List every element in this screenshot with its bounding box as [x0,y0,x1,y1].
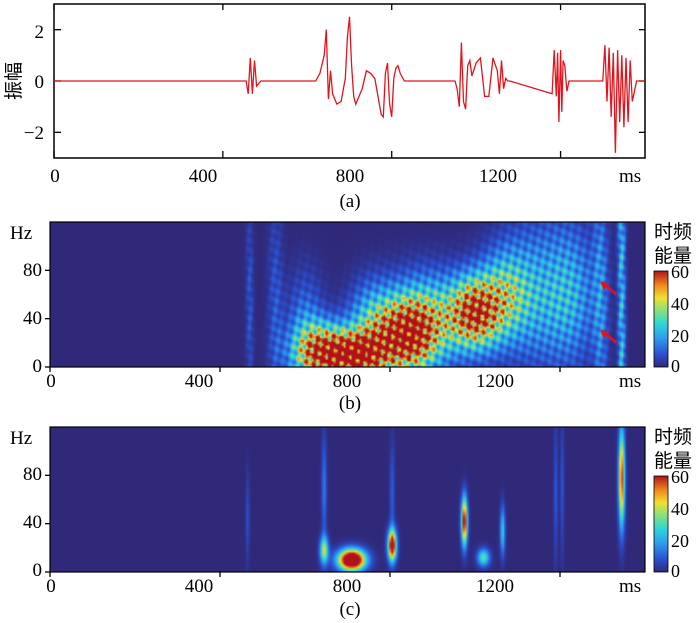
panel-c-xtick-label-1: 400 [185,576,214,597]
panel-c-colorbar-tick-1: 40 [671,499,689,519]
panel-b-colorbar-tick-0: 60 [671,262,689,282]
panel-b-xtick-label-2: 800 [333,371,362,392]
panel-b-colorbar-tick-2: 20 [671,326,689,346]
panel-c-colorbar-title-line1: 时频 [654,426,692,448]
panel-c-plot-frame [49,426,646,573]
panel-b-caption: (b) [339,393,361,414]
panel-a-xtick-label-1: 400 [189,166,218,187]
panel-c-colorbar-tick-2: 20 [671,531,689,551]
panel-a-trace-line [54,16,645,153]
panel-c-xunit: ms [619,576,641,597]
panel-a-xunit: ms [619,166,641,187]
panel-c-colorbar-gradient [653,475,669,573]
panel-a-caption: (a) [339,191,360,212]
panel-a-ylabel: 振幅 [3,62,25,100]
panel-b-arrows [600,281,618,344]
panel-c-xtick-label-3: 1200 [476,576,514,597]
panel-b-xtick-label-0: 0 [46,371,56,392]
panel-a-ytick-label-1: 0 [35,72,45,93]
panel-b-arrowhead-0 [600,281,610,291]
panel-a-ytick-label-0: 2 [35,22,45,43]
panel-b-arrowhead-1 [600,329,610,339]
panel-c-colorbar-tick-3: 0 [671,561,680,581]
panel-c-ticks [45,474,561,577]
panel-c-heatmap [50,427,645,572]
panel-c-caption: (c) [339,599,360,620]
panel-c-ytick-label-2: 0 [33,560,43,581]
panel-a-ytick-label-2: −2 [24,123,44,144]
panel-b-colorbar-title-line1: 时频 [654,221,692,243]
panel-a-xtick-label-0: 0 [50,166,60,187]
panel-a-xtick-label-3: 1200 [479,166,517,187]
panel-b: Hz 80 40 0 0 400 800 1200 ms (b) 时频 能量 6… [10,221,692,414]
panel-c-colorbar-tick-0: 60 [671,467,689,487]
panel-b-yunit: Hz [10,223,32,244]
panel-c-xtick-label-0: 0 [46,576,56,597]
panel-b-xtick-label-3: 1200 [476,371,514,392]
panel-b-ytick-label-2: 0 [33,356,43,377]
panel-a: 2 0 −2 振幅 0 400 800 1200 ms (a) [3,3,646,212]
panel-b-colorbar-tick-3: 0 [671,356,680,376]
panel-b-plot-frame [49,221,646,368]
panel-b-xtick-label-1: 400 [185,371,214,392]
panel-c: Hz 80 40 0 0 400 800 1200 ms (c) 时频 能量 6… [10,426,692,620]
panel-c-yunit: Hz [10,428,32,449]
panel-c-ytick-label-1: 40 [23,512,42,533]
panel-b-heatmap [50,222,645,367]
panel-b-colorbar-tick-1: 40 [671,294,689,314]
panel-b-colorbar-gradient [653,270,669,368]
panel-b-ticks [45,269,561,372]
panel-b-ytick-label-0: 80 [23,260,42,281]
panel-a-xtick-label-2: 800 [336,166,365,187]
panel-c-ytick-label-0: 80 [23,464,42,485]
panel-c-colorbar-title-line2: 能量 [654,450,692,472]
panel-b-xunit: ms [619,371,641,392]
panel-b-colorbar: 时频 能量 60 40 20 0 [653,221,692,376]
panel-c-colorbar: 时频 能量 60 40 20 0 [653,426,692,581]
panel-b-colorbar-title-line2: 能量 [654,245,692,267]
panel-c-xtick-label-2: 800 [333,576,362,597]
panel-b-ytick-label-1: 40 [23,308,42,329]
